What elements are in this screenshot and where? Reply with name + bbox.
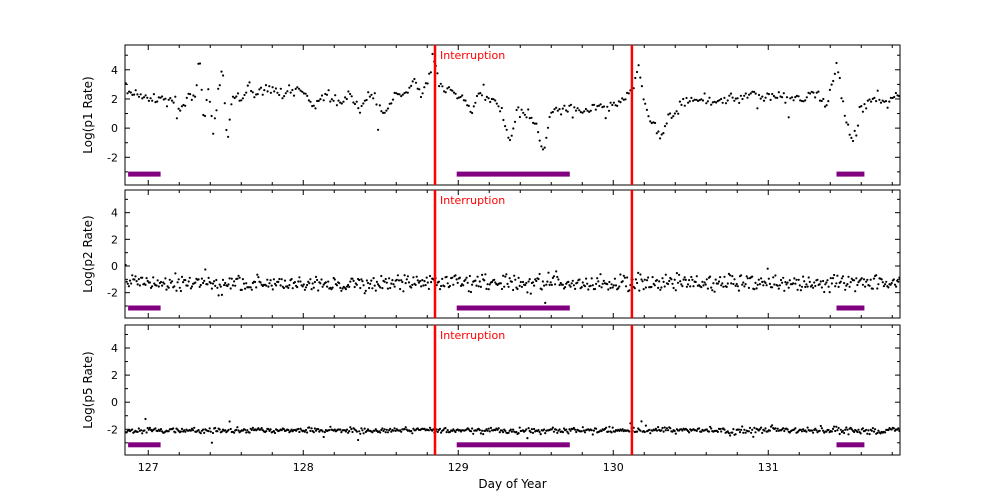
x-axis-label: Day of Year [478, 477, 546, 491]
y-tick-label: -2 [107, 423, 118, 436]
y-tick-label: -2 [107, 151, 118, 164]
axes-frame [124, 324, 901, 456]
x-tick-label: 127 [138, 461, 159, 474]
y-tick-label: 0 [111, 260, 118, 273]
x-tick-label: 128 [293, 461, 314, 474]
flag-bar [128, 442, 161, 448]
flag-bar [836, 171, 865, 177]
flag-bar [128, 171, 161, 177]
x-tick-label: 131 [758, 461, 779, 474]
interruption-label: Interruption [440, 49, 505, 62]
panel-p1: -2 0 2 4 Log(p1 Rate) Interruption [81, 44, 901, 186]
y-tick-label: 4 [111, 207, 118, 220]
y-tick-label: 0 [111, 396, 118, 409]
axes-frame [124, 189, 901, 319]
y-tick-label: 0 [111, 122, 118, 135]
scatter-points [124, 52, 901, 151]
scatter-points [124, 263, 901, 304]
flag-bar [128, 305, 161, 311]
flag-bar [836, 442, 865, 448]
y-tick-label: -2 [107, 287, 118, 300]
y-tick-label: 2 [111, 233, 118, 246]
x-tick-label: 130 [603, 461, 624, 474]
flag-bar [836, 305, 865, 311]
y-tick-label: 2 [111, 369, 118, 382]
axes-frame [124, 44, 901, 186]
y-axis-label: Log(p2 Rate) [81, 215, 95, 292]
flag-bar [456, 305, 570, 311]
y-tick-label: 4 [111, 64, 118, 77]
y-axis-label: Log(p5 Rate) [81, 351, 95, 428]
panel-p2: -2 0 2 4 Log(p2 Rate) Interruption [81, 189, 901, 319]
flag-bar [456, 171, 570, 177]
panel-p5: -2 0 2 4 Log(p5 Rate) Interruption [81, 324, 901, 456]
y-tick-label: 4 [111, 342, 118, 355]
interruption-label: Interruption [440, 194, 505, 207]
flag-bar [456, 442, 570, 448]
y-tick-label: 2 [111, 93, 118, 106]
x-tick-label: 129 [448, 461, 469, 474]
y-axis-label: Log(p1 Rate) [81, 76, 95, 153]
interruption-label: Interruption [440, 329, 505, 342]
scatter-points [124, 417, 901, 444]
